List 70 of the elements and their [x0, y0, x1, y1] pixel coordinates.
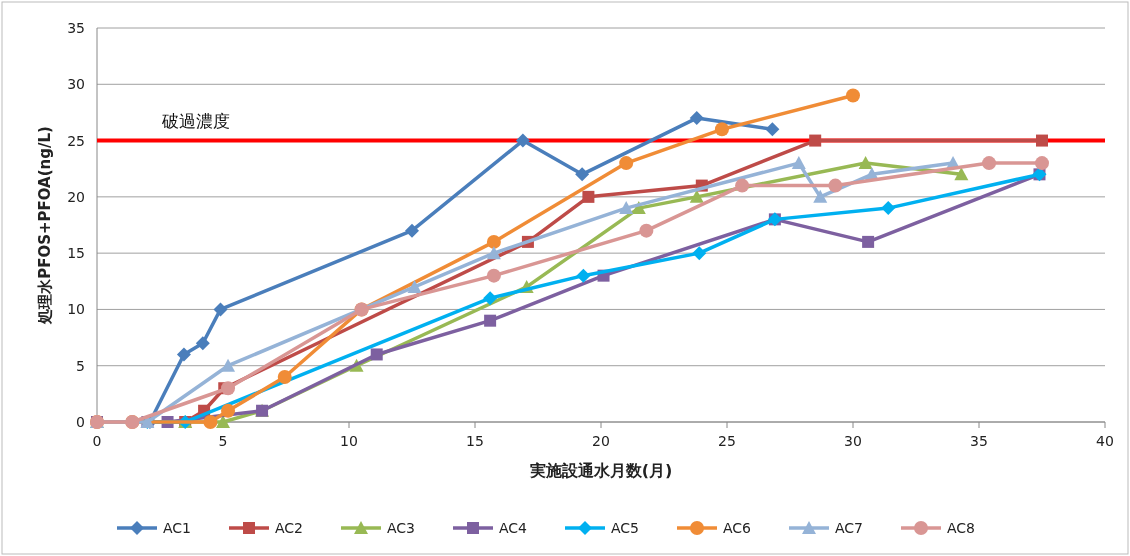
point — [689, 189, 704, 203]
point — [619, 156, 634, 171]
point — [370, 348, 383, 361]
point — [735, 178, 750, 193]
point — [576, 268, 591, 283]
point — [639, 223, 654, 238]
legend-label: AC2 — [275, 520, 304, 536]
x-tick-label: 40 — [1096, 433, 1114, 449]
point — [582, 190, 595, 203]
point — [486, 268, 501, 283]
legend-label: AC7 — [835, 520, 864, 536]
point — [203, 415, 218, 429]
x-tick-label: 5 — [218, 433, 228, 449]
legend-label: AC1 — [163, 520, 192, 536]
point — [858, 156, 873, 170]
legend-label: AC5 — [611, 520, 640, 536]
point — [1036, 134, 1048, 147]
point — [486, 234, 501, 249]
point — [881, 201, 896, 216]
legend-label: AC4 — [499, 520, 528, 536]
point — [862, 235, 875, 248]
point — [221, 381, 236, 396]
point — [846, 88, 860, 103]
point — [221, 358, 236, 372]
x-tick-label: 10 — [340, 433, 358, 449]
point — [954, 167, 969, 181]
point — [575, 167, 590, 182]
point — [619, 201, 634, 215]
x-tick-label: 25 — [718, 433, 736, 449]
point — [277, 369, 292, 384]
point — [791, 156, 806, 170]
y-axis-title: 処理水PFOS+PFOA(ng/L) — [36, 126, 54, 325]
legend-label: AC8 — [947, 520, 976, 536]
x-tick-label: 20 — [592, 433, 610, 449]
point — [765, 122, 780, 137]
point — [221, 403, 236, 418]
y-tick-label: 30 — [67, 76, 85, 93]
x-tick-label: 35 — [970, 433, 988, 449]
x-axis-title: 実施設通水月数(月) — [528, 461, 673, 480]
point — [195, 336, 210, 351]
point — [405, 223, 419, 238]
point — [213, 302, 228, 317]
point — [484, 314, 497, 327]
y-tick-label: 5 — [76, 357, 85, 374]
point — [692, 246, 707, 261]
y-tick-label: 35 — [67, 20, 85, 36]
x-tick-label: 30 — [844, 433, 862, 449]
point — [809, 134, 822, 147]
point — [216, 415, 230, 428]
point — [982, 156, 997, 171]
point — [813, 189, 828, 203]
point — [714, 122, 729, 137]
y-tick-label: 25 — [67, 132, 85, 149]
y-tick-label: 10 — [67, 301, 85, 318]
x-tick-label: 0 — [92, 433, 102, 449]
point — [407, 279, 422, 293]
point — [176, 347, 191, 362]
ref-line-label: 破過濃度 — [161, 110, 230, 131]
y-tick-label: 0 — [76, 414, 85, 430]
point — [483, 291, 498, 306]
y-tick-label: 20 — [67, 188, 85, 205]
point — [1035, 156, 1049, 171]
x-tick-label: 15 — [466, 433, 484, 449]
point — [689, 111, 704, 126]
y-tick-label: 15 — [67, 245, 85, 262]
point — [515, 133, 530, 148]
legend-label: AC3 — [387, 520, 416, 536]
point — [828, 178, 843, 193]
legend-label: AC6 — [723, 520, 752, 536]
point — [486, 246, 501, 260]
